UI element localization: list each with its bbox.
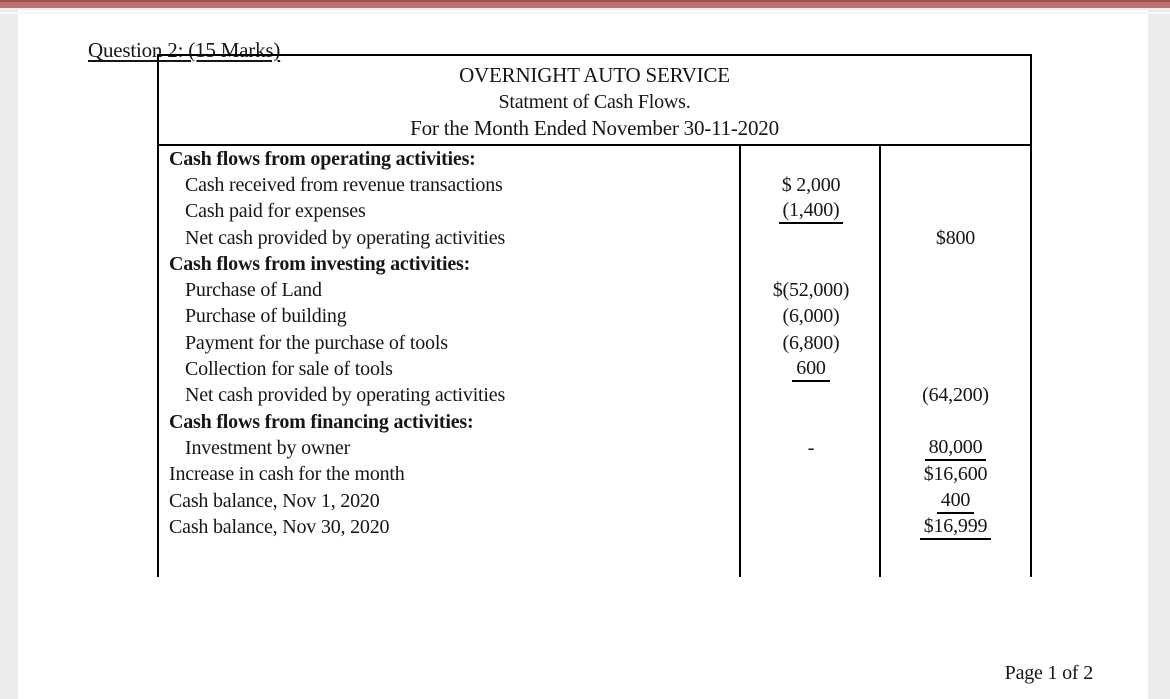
row-label: Net cash provided by operating activitie… (185, 226, 506, 249)
row-label-cell: Collection for sale of tools (159, 358, 741, 381)
row-amount-mid: (1,400) (778, 199, 844, 225)
row-label-cell: Purchase of building (159, 305, 741, 328)
row-label-cell: Net cash provided by operating activitie… (159, 227, 741, 250)
table-row: Cash flows from operating activities: (159, 146, 1030, 172)
table-row: Cash balance, Nov 30, 2020 $16,999 (159, 514, 1030, 540)
row-amount-mid: $ 2,000 (781, 173, 841, 196)
table-row: Payment for the purchase of tools (6,800… (159, 330, 1030, 356)
row-amount-mid-cell: (6,800) (741, 332, 881, 355)
table-row: Net cash provided by operating activitie… (159, 383, 1030, 409)
row-amount-right-cell: 80,000 (881, 436, 1030, 461)
page-number-label: Page 1 of 2 (1004, 662, 1094, 684)
statement-header-cell: OVERNIGHT AUTO SERVICE Statment of Cash … (157, 54, 1032, 146)
row-amount-mid: 600 (792, 357, 830, 383)
row-amount-right: 80,000 (924, 436, 987, 461)
row-label-cell: Cash balance, Nov 30, 2020 (159, 516, 741, 539)
row-amount-right-cell: $16,999 (881, 515, 1030, 540)
row-label: Net cash provided by operating activitie… (185, 384, 506, 407)
question-heading: Question 2: (15 Marks) (88, 38, 281, 62)
table-row: Cash paid for expenses (1,400) (159, 199, 1030, 225)
row-amount-mid-cell: $ 2,000 (741, 174, 881, 197)
statement-period: For the Month Ended November 30-11-2020 (410, 116, 779, 140)
row-label: Cash balance, Nov 1, 2020 (169, 489, 380, 512)
row-amount-mid: $(52,000) (772, 279, 850, 302)
row-amount-right-cell: $800 (881, 227, 1030, 250)
row-label-cell: Cash flows from financing activities: (159, 411, 741, 434)
table-row: Increase in cash for the month $16,600 (159, 462, 1030, 488)
row-label-cell: Purchase of Land (159, 279, 741, 302)
document-canvas: Question 2: (15 Marks) OVERNIGHT AUTO SE… (18, 8, 1148, 699)
row-amount-mid: - (807, 436, 815, 459)
row-label: Cash paid for expenses (185, 200, 366, 223)
row-label: Collection for sale of tools (185, 358, 393, 381)
row-label-cell: Cash flows from operating activities: (159, 148, 741, 171)
row-label: Cash balance, Nov 30, 2020 (169, 515, 390, 538)
row-label-cell: Net cash provided by operating activitie… (159, 384, 741, 407)
row-amount-mid-cell: (6,000) (741, 305, 881, 328)
row-label-cell: Cash balance, Nov 1, 2020 (159, 490, 741, 513)
row-amount-mid-cell: 600 (741, 357, 881, 383)
table-row: Cash flows from financing activities: (159, 409, 1030, 435)
row-label: Cash flows from financing activities: (169, 410, 474, 433)
row-amount-right-cell: 400 (881, 489, 1030, 514)
row-label: Increase in cash for the month (169, 463, 405, 486)
row-label-cell: Cash received from revenue transactions (159, 174, 741, 197)
row-amount-right: $16,600 (923, 463, 988, 486)
statement-body: Cash flows from operating activities: Ca… (157, 146, 1032, 577)
row-amount-mid-cell: - (741, 437, 881, 460)
row-label: Purchase of building (185, 305, 347, 328)
table-row: Cash balance, Nov 1, 2020 400 (159, 488, 1030, 514)
row-amount-right: $800 (935, 226, 976, 249)
row-amount-right: 400 (936, 489, 975, 514)
table-row: Cash flows from investing activities: (159, 251, 1030, 277)
row-label-cell: Increase in cash for the month (159, 463, 741, 486)
column-divider-1 (739, 146, 741, 577)
table-row: Net cash provided by operating activitie… (159, 225, 1030, 251)
row-amount-right: (64,200) (922, 384, 989, 407)
row-amount-right: $16,999 (919, 515, 992, 540)
table-row: Purchase of building (6,000) (159, 304, 1030, 330)
column-divider-2 (879, 146, 881, 577)
row-label: Investment by owner (185, 436, 351, 459)
row-label: Payment for the purchase of tools (185, 331, 448, 354)
row-label-cell: Payment for the purchase of tools (159, 332, 741, 355)
table-row: Purchase of Land $(52,000) (159, 277, 1030, 303)
top-accent-bar (0, 0, 1170, 8)
row-label-cell: Cash paid for expenses (159, 200, 741, 223)
row-amount-mid-cell: (1,400) (741, 199, 881, 225)
table-row: Cash received from revenue transactions … (159, 172, 1030, 198)
row-amount-mid: (6,000) (782, 305, 840, 328)
row-label: Purchase of Land (185, 279, 322, 302)
row-label-cell: Investment by owner (159, 437, 741, 460)
row-amount-mid: (6,800) (782, 331, 840, 354)
top-accent-bar-fade-light (0, 12, 1170, 14)
cash-flow-statement-table: OVERNIGHT AUTO SERVICE Statment of Cash … (157, 54, 1032, 577)
table-row: Investment by owner - 80,000 (159, 435, 1030, 461)
row-label-cell: Cash flows from investing activities: (159, 253, 741, 276)
table-row: Collection for sale of tools 600 (159, 356, 1030, 383)
top-accent-bar-fade (0, 8, 1170, 10)
row-amount-right-cell: (64,200) (881, 384, 1030, 407)
statement-title: OVERNIGHT AUTO SERVICE (459, 63, 730, 87)
statement-subtitle: Statment of Cash Flows. (498, 91, 691, 113)
row-label: Cash flows from investing activities: (169, 252, 471, 275)
row-label: Cash flows from operating activities: (169, 147, 476, 170)
row-amount-mid-cell: $(52,000) (741, 279, 881, 302)
row-label: Cash received from revenue transactions (185, 173, 503, 196)
row-amount-right-cell: $16,600 (881, 463, 1030, 486)
